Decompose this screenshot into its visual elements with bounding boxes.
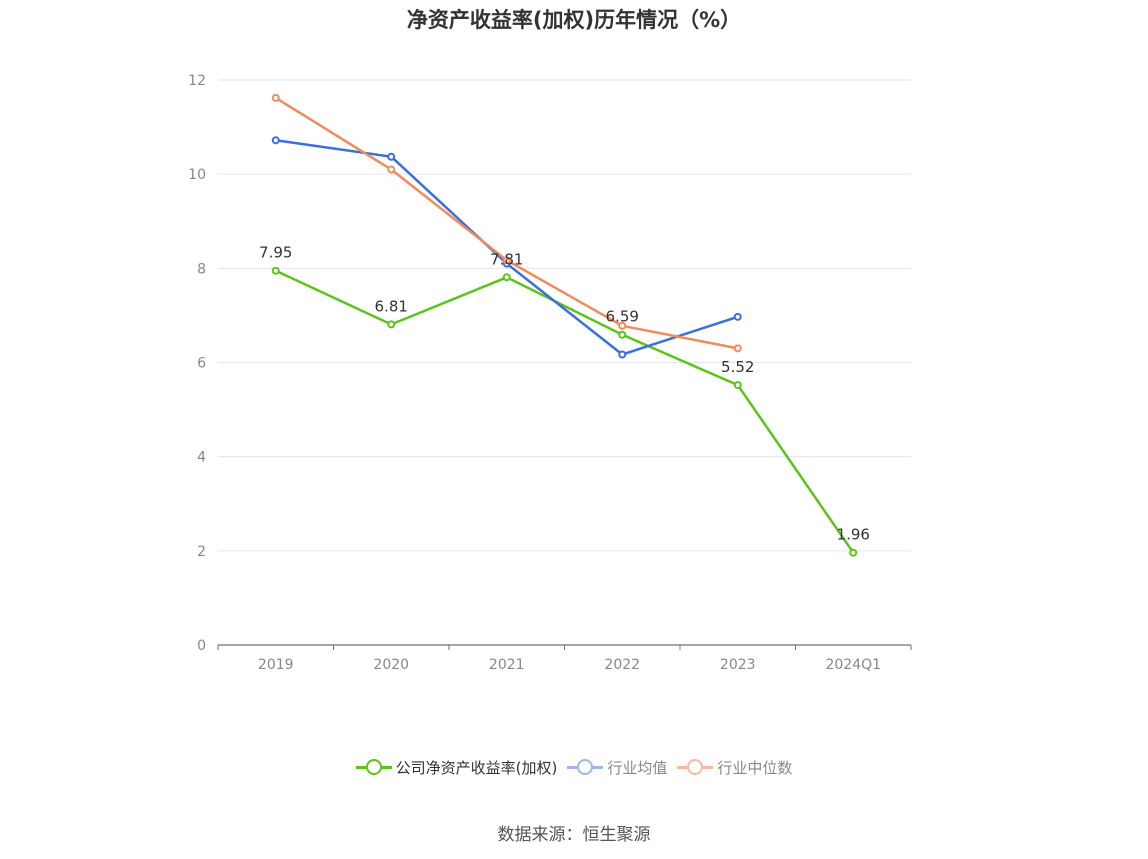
- data-label: 7.81: [490, 250, 523, 268]
- y-tick-label: 6: [197, 356, 206, 372]
- x-tick-label: 2019: [258, 657, 294, 673]
- series-line-0: [275, 269, 855, 554]
- data-point: [502, 256, 511, 265]
- data-point: [271, 266, 280, 275]
- legend-marker-icon: [677, 756, 714, 778]
- data-point: [271, 93, 280, 102]
- y-tick-label: 12: [188, 73, 206, 89]
- y-tick-label: 4: [197, 450, 206, 466]
- data-point: [387, 152, 396, 161]
- legend-item-industry-median[interactable]: 行业中位数: [677, 756, 792, 778]
- legend-item-industry-mean[interactable]: 行业均值: [567, 756, 667, 778]
- legend-marker-icon: [355, 756, 392, 778]
- chart-plot: 0 2 4 6 8 10 12 2019 2020 2021 2022 2023 2024Q1 7.95 6…: [188, 73, 912, 673]
- data-point: [271, 136, 280, 145]
- data-label: 6.81: [375, 297, 408, 315]
- series-line-2: [275, 96, 739, 350]
- x-tick-label: 2020: [373, 657, 409, 673]
- data-source: 数据来源：恒生聚源: [497, 825, 651, 845]
- legend: 公司净资产收益率(加权) 行业均值 行业中位数: [0, 756, 1148, 778]
- data-point: [618, 330, 627, 339]
- data-label: 1.96: [837, 526, 870, 544]
- data-point: [733, 381, 742, 390]
- series-line-1: [275, 139, 739, 356]
- legend-item-company-roe[interactable]: 公司净资产收益率(加权): [355, 756, 558, 778]
- chart-title: 净资产收益率(加权)历年情况（%）: [406, 8, 742, 32]
- data-point: [849, 548, 858, 557]
- y-tick-label: 0: [197, 638, 206, 654]
- data-label: 5.52: [721, 358, 754, 376]
- x-tick-label: 2023: [720, 657, 756, 673]
- legend-label: 行业中位数: [717, 758, 793, 777]
- data-point: [618, 321, 627, 330]
- data-label: 7.95: [259, 244, 292, 262]
- data-point: [387, 320, 396, 329]
- data-label: 6.59: [606, 308, 639, 326]
- data-point: [733, 312, 742, 321]
- data-point: [618, 350, 627, 359]
- x-tick-label: 2021: [489, 657, 525, 673]
- y-tick-label: 2: [197, 544, 206, 560]
- y-tick-label: 8: [197, 261, 206, 277]
- x-tick-label: 2024Q1: [825, 657, 881, 673]
- x-tick-label: 2022: [604, 657, 640, 673]
- legend-label: 行业均值: [607, 758, 668, 777]
- data-point: [387, 165, 396, 174]
- y-tick-label: 10: [188, 167, 206, 183]
- data-point: [733, 344, 742, 353]
- legend-marker-icon: [567, 756, 604, 778]
- data-point: [502, 273, 511, 282]
- legend-label: 公司净资产收益率(加权): [395, 758, 558, 777]
